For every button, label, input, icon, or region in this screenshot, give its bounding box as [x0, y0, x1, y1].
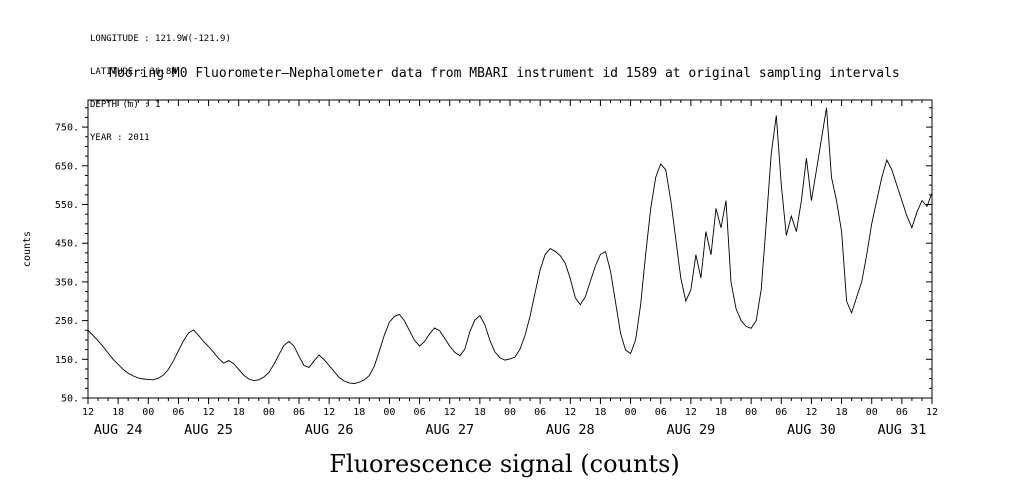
x-tick-label: 12: [203, 407, 215, 418]
x-tick-label: 06: [655, 407, 667, 418]
y-tick-label: 250.: [55, 316, 79, 327]
figure-caption: Fluorescence signal (counts): [329, 450, 680, 478]
y-tick-label: 650.: [55, 161, 79, 172]
date-label: AUG 31: [877, 422, 926, 438]
x-tick-label: 00: [383, 407, 395, 418]
y-tick-label: 50.: [61, 394, 79, 405]
x-tick-label: 12: [926, 407, 938, 418]
date-label: AUG 29: [666, 422, 715, 438]
date-label: AUG 24: [94, 422, 143, 438]
metadata-year: YEAR : 2011: [90, 133, 150, 143]
date-label: AUG 26: [305, 422, 354, 438]
x-tick-label: 12: [564, 407, 576, 418]
chart-title: Mooring M0 Fluorometer—Nephalometer data…: [109, 66, 900, 81]
x-tick-label: 12: [685, 407, 697, 418]
metadata-latitude: LATITUDE : 36.8N: [90, 67, 177, 77]
x-tick-label: 06: [172, 407, 184, 418]
x-tick-label: 00: [866, 407, 878, 418]
station-metadata: LONGITUDE : 121.9W(-121.9) LATITUDE : 36…: [90, 12, 231, 166]
metadata-longitude: LONGITUDE : 121.9W(-121.9): [90, 34, 231, 44]
x-tick-label: 00: [142, 407, 154, 418]
x-tick-label: 18: [474, 407, 486, 418]
x-tick-label: 12: [323, 407, 335, 418]
y-tick-label: 150.: [55, 355, 79, 366]
x-tick-label: 18: [715, 407, 727, 418]
y-tick-label: 750.: [55, 123, 79, 134]
x-tick-label: 18: [594, 407, 606, 418]
x-tick-label: 06: [896, 407, 908, 418]
x-tick-label: 06: [534, 407, 546, 418]
date-label: AUG 28: [546, 422, 595, 438]
x-tick-label: 18: [836, 407, 848, 418]
x-tick-label: 12: [82, 407, 94, 418]
date-label: AUG 25: [184, 422, 233, 438]
y-tick-label: 350.: [55, 277, 79, 288]
metadata-depth: DEPTH (m) : 1: [90, 100, 161, 110]
x-tick-label: 06: [293, 407, 305, 418]
x-tick-label: 06: [775, 407, 787, 418]
x-tick-label: 18: [233, 407, 245, 418]
x-tick-label: 12: [805, 407, 817, 418]
y-tick-label: 550.: [55, 200, 79, 211]
x-tick-label: 00: [263, 407, 275, 418]
y-axis-title: counts: [22, 231, 33, 267]
x-tick-label: 12: [444, 407, 456, 418]
x-tick-label: 18: [353, 407, 365, 418]
date-label: AUG 27: [425, 422, 474, 438]
x-tick-label: 18: [112, 407, 124, 418]
y-tick-label: 450.: [55, 239, 79, 250]
x-tick-label: 00: [625, 407, 637, 418]
x-tick-label: 00: [504, 407, 516, 418]
data-line: [87, 107, 933, 385]
date-label: AUG 30: [787, 422, 836, 438]
x-tick-label: 00: [745, 407, 757, 418]
x-tick-label: 06: [414, 407, 426, 418]
